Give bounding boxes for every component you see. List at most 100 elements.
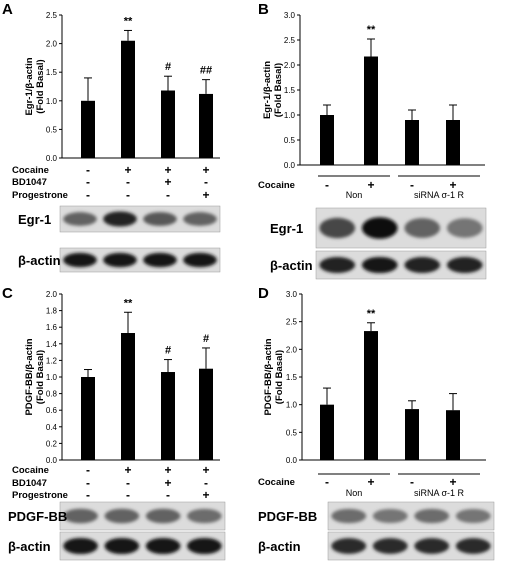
condition-sign: + xyxy=(202,488,209,502)
blot-band xyxy=(104,537,140,555)
bar xyxy=(405,409,419,460)
blot-band xyxy=(103,252,137,268)
condition-sign: + xyxy=(202,163,209,177)
condition-sign: - xyxy=(166,488,170,502)
blot-label: Egr-1 xyxy=(270,221,303,236)
blot-band xyxy=(361,256,398,274)
blot-band xyxy=(145,508,181,524)
condition-sign: + xyxy=(367,178,374,192)
bar xyxy=(121,333,135,460)
condition-sign: - xyxy=(204,476,208,490)
condition-sign: + xyxy=(124,163,131,177)
bar xyxy=(161,90,175,158)
y-tick-label: 1.0 xyxy=(46,97,58,106)
condition-sign: - xyxy=(86,163,90,177)
y-tick-label: 2.0 xyxy=(286,345,298,354)
blot-band xyxy=(446,257,483,273)
condition-sign: - xyxy=(126,488,130,502)
condition-sign: - xyxy=(126,175,130,189)
group-label: siRNA σ-1 R xyxy=(414,190,465,200)
condition-label: BD1047 xyxy=(12,478,47,489)
bar xyxy=(81,100,95,158)
blot-band xyxy=(455,508,491,524)
bar xyxy=(364,331,378,460)
condition-label: BD1047 xyxy=(12,177,47,188)
condition-sign: + xyxy=(124,463,131,477)
condition-sign: - xyxy=(325,475,329,489)
blot-band xyxy=(187,537,222,555)
condition-sign: - xyxy=(86,175,90,189)
blot-label: PDGF-BB xyxy=(8,509,67,524)
panel-a: A 0.0 0.5 1.0 1.5 2.0 2.5 Egr-1/β-actin(Fold Ba… xyxy=(2,1,221,273)
bar xyxy=(199,368,213,460)
y-axis-label: Egr-1/β-actin(Fold Basal) xyxy=(24,57,46,115)
blot-band xyxy=(414,538,450,554)
condition-sign: + xyxy=(202,188,209,202)
condition-sign: + xyxy=(449,178,456,192)
group-label: siRNA σ-1 R xyxy=(414,488,465,498)
condition-sign: - xyxy=(86,463,90,477)
blot-band xyxy=(183,212,217,226)
y-axis-label: PDGF-BB/β-actin(Fold Basal) xyxy=(24,338,46,415)
y-tick-label: 0.5 xyxy=(286,428,298,437)
y-axis-label: Egr-1/β-actin(Fold Basal) xyxy=(262,61,284,119)
y-tick-label: 3.0 xyxy=(284,11,296,20)
condition-sign: + xyxy=(164,163,171,177)
y-tick-label: 1.8 xyxy=(46,307,58,316)
blot-band xyxy=(145,537,181,555)
condition-sign: + xyxy=(202,463,209,477)
blot-label: β-actin xyxy=(18,253,61,268)
panel-b: B 0.0 0.5 1.0 1.5 2.0 2.5 3.0 Egr-1/β-actin(Fold… xyxy=(258,1,487,280)
blot-band xyxy=(183,252,217,268)
bar xyxy=(446,410,460,460)
y-tick-label: 0.0 xyxy=(46,154,58,163)
blot-band xyxy=(331,538,367,554)
blot-band xyxy=(372,538,408,554)
y-tick-label: 3.0 xyxy=(286,290,298,299)
significance-label: # xyxy=(203,333,209,345)
y-tick-label: 0.0 xyxy=(284,161,296,170)
blot-band xyxy=(414,508,450,524)
y-tick-label: 1.4 xyxy=(46,340,58,349)
y-tick-label: 0.2 xyxy=(46,439,58,448)
condition-sign: - xyxy=(325,178,329,192)
blot-band xyxy=(143,212,177,226)
condition-label: Cocaine xyxy=(258,477,295,488)
bar xyxy=(121,40,135,158)
condition-label: Progestrone xyxy=(12,490,68,501)
y-tick-label: 1.0 xyxy=(46,373,58,382)
significance-label: # xyxy=(165,345,171,357)
y-tick-label: 2.5 xyxy=(286,318,298,327)
group-label: Non xyxy=(346,190,363,200)
group-label: Non xyxy=(346,488,363,498)
significance-label: # xyxy=(165,61,171,73)
y-tick-label: 1.2 xyxy=(46,356,58,365)
significance-label: ** xyxy=(124,297,133,309)
panel-letter: B xyxy=(258,1,269,18)
y-tick-label: 2.5 xyxy=(284,36,296,45)
blot-band xyxy=(143,252,177,268)
condition-sign: + xyxy=(164,476,171,490)
blot-band xyxy=(404,218,441,238)
blot-band xyxy=(63,252,97,268)
condition-sign: - xyxy=(166,188,170,202)
y-tick-label: 0.5 xyxy=(284,136,296,145)
y-axis-label: PDGF-BB/β-actin(Fold Basal) xyxy=(263,338,285,415)
condition-label: Cocaine xyxy=(12,165,49,176)
blot-label: β-actin xyxy=(258,539,301,554)
blot-label: PDGF-BB xyxy=(258,509,317,524)
condition-label: Cocaine xyxy=(12,465,49,476)
condition-sign: + xyxy=(164,463,171,477)
blot-label: β-actin xyxy=(270,258,313,273)
condition-sign: - xyxy=(86,476,90,490)
blot-band xyxy=(404,257,441,273)
bar xyxy=(199,93,213,158)
y-tick-label: 0.5 xyxy=(46,125,58,134)
y-tick-label: 2.0 xyxy=(46,290,58,299)
y-tick-label: 2.0 xyxy=(46,40,58,49)
blot-band xyxy=(187,508,222,524)
significance-label: ** xyxy=(124,15,133,27)
blot-band xyxy=(331,508,367,524)
bar xyxy=(364,56,378,165)
